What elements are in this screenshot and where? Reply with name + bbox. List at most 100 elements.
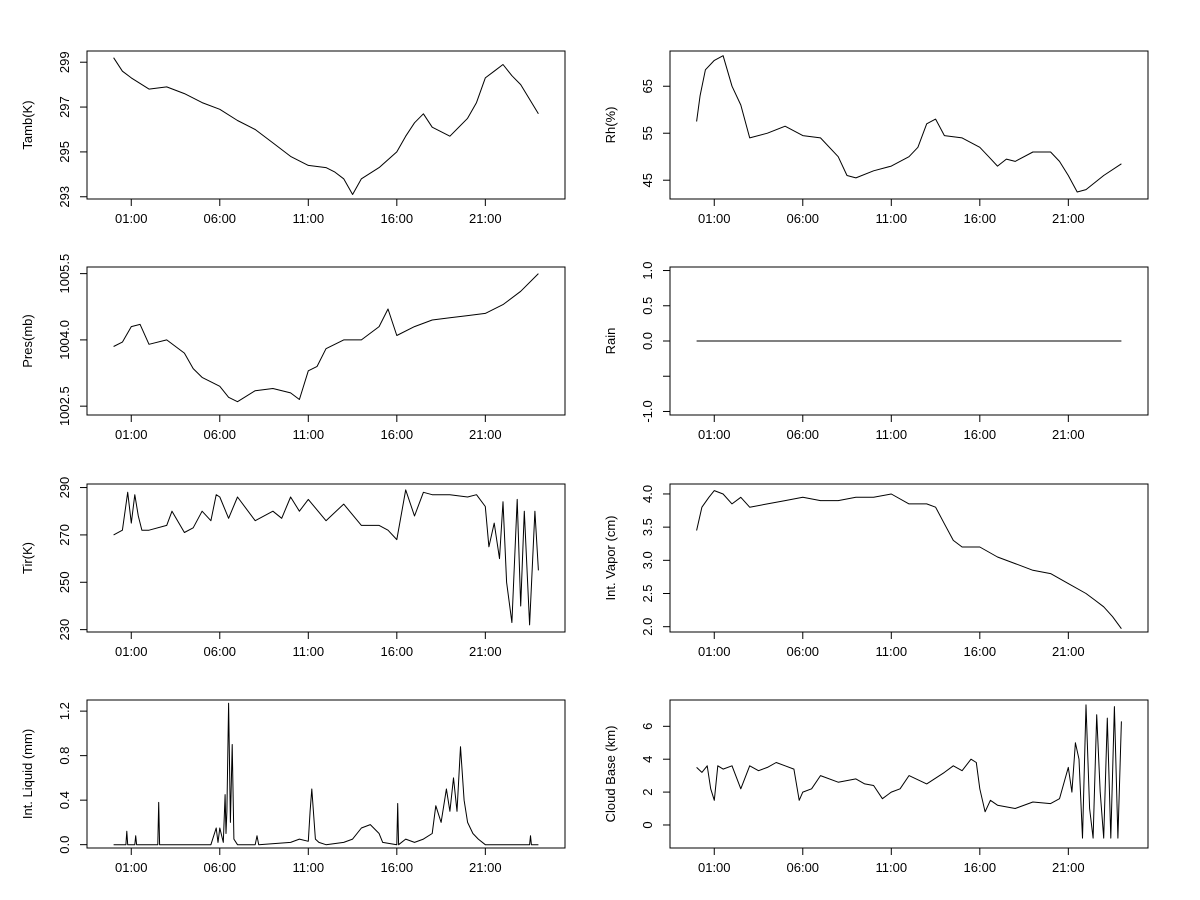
y-tick-label: 0.5 bbox=[640, 297, 655, 315]
plot-frame bbox=[86, 699, 566, 849]
x-tick-label: 16:00 bbox=[381, 427, 414, 442]
y-tick-label: 295 bbox=[57, 141, 72, 163]
plot-frame bbox=[86, 50, 566, 200]
x-tick-label: 01:00 bbox=[115, 860, 148, 875]
series-line bbox=[113, 702, 539, 846]
x-tick-label: 21:00 bbox=[469, 427, 502, 442]
series-line bbox=[113, 273, 539, 403]
y-tick-label: 0.0 bbox=[640, 332, 655, 350]
x-tick-label: 11:00 bbox=[293, 211, 325, 226]
x-tick-label: 11:00 bbox=[876, 427, 908, 442]
y-tick-label: 2.0 bbox=[640, 618, 655, 636]
x-tick-label: 16:00 bbox=[381, 860, 414, 875]
y-tick-label: 270 bbox=[57, 524, 72, 546]
x-tick-label: 21:00 bbox=[469, 860, 502, 875]
x-tick-label: 01:00 bbox=[698, 860, 731, 875]
y-tick-label: 1005.5 bbox=[57, 254, 72, 294]
x-tick-label: 06:00 bbox=[204, 644, 237, 659]
series-line bbox=[113, 57, 539, 195]
plot-frame bbox=[669, 483, 1149, 633]
y-tick-label: 230 bbox=[57, 619, 72, 641]
y-tick-label: 2.5 bbox=[640, 584, 655, 602]
x-tick-label: 16:00 bbox=[381, 211, 414, 226]
x-tick-label: 21:00 bbox=[1052, 644, 1085, 659]
y-axis-label: Int. Vapor (cm) bbox=[603, 515, 618, 600]
x-tick-label: 16:00 bbox=[964, 211, 997, 226]
x-tick-label: 06:00 bbox=[787, 427, 820, 442]
y-tick-label: 1002.5 bbox=[57, 386, 72, 426]
x-tick-label: 01:00 bbox=[115, 211, 148, 226]
y-tick-label: 4.0 bbox=[640, 485, 655, 503]
panel-8: 01:00 06:00 11:00 16:00 21:00 0 2 4 6 Cloud Base … bbox=[603, 699, 1149, 875]
x-tick-label: 06:00 bbox=[204, 211, 237, 226]
y-axis-label: Rh(%) bbox=[603, 107, 618, 144]
plot-frame bbox=[669, 699, 1149, 849]
y-tick-label: 3.5 bbox=[640, 518, 655, 536]
y-tick-label: 2 bbox=[640, 788, 655, 795]
series-line bbox=[696, 704, 1122, 839]
y-tick-label: 293 bbox=[57, 186, 72, 208]
x-tick-label: 06:00 bbox=[787, 211, 820, 226]
x-tick-label: 01:00 bbox=[115, 644, 148, 659]
y-tick-label: 6 bbox=[640, 723, 655, 730]
series-line bbox=[696, 55, 1122, 193]
y-tick-label: 3.0 bbox=[640, 551, 655, 569]
y-tick-label: 299 bbox=[57, 51, 72, 73]
y-axis-label: Cloud Base (km) bbox=[603, 726, 618, 823]
x-tick-label: 11:00 bbox=[876, 860, 908, 875]
x-tick-label: 01:00 bbox=[115, 427, 148, 442]
x-tick-label: 11:00 bbox=[876, 644, 908, 659]
y-tick-label: 65 bbox=[640, 79, 655, 93]
x-tick-label: 11:00 bbox=[293, 860, 325, 875]
panel-6: 01:00 06:00 11:00 16:00 21:00 2.0 2.5 3.0 3.5 4.0… bbox=[603, 483, 1149, 659]
panel-3: 01:00 06:00 11:00 16:00 21:00 1002.5 1004.0 100… bbox=[20, 254, 566, 442]
plot-frame bbox=[86, 266, 566, 416]
x-tick-label: 21:00 bbox=[1052, 427, 1085, 442]
y-axis-label: Tamb(K) bbox=[20, 100, 35, 149]
x-tick-label: 06:00 bbox=[787, 860, 820, 875]
y-tick-label: 1.2 bbox=[57, 702, 72, 720]
y-tick-label: 55 bbox=[640, 126, 655, 140]
y-tick-label: 1.0 bbox=[640, 261, 655, 279]
y-tick-label: 0.0 bbox=[57, 836, 72, 854]
series-line bbox=[113, 489, 539, 626]
y-axis-label: Int. Liquid (mm) bbox=[20, 729, 35, 819]
y-tick-label: 45 bbox=[640, 173, 655, 187]
series-line bbox=[696, 490, 1122, 629]
x-tick-label: 11:00 bbox=[293, 644, 325, 659]
x-tick-label: 06:00 bbox=[787, 644, 820, 659]
y-tick-label: 4 bbox=[640, 756, 655, 763]
plot-frame bbox=[669, 50, 1149, 200]
panel-2: 01:00 06:00 11:00 16:00 21:00 45 55 65 Rh(%) bbox=[603, 50, 1149, 226]
x-tick-label: 06:00 bbox=[204, 860, 237, 875]
panel-1: 01:00 06:00 11:00 16:00 21:00 293 295 297 299 Tam… bbox=[20, 50, 566, 226]
x-tick-label: 06:00 bbox=[204, 427, 237, 442]
y-tick-label: 297 bbox=[57, 96, 72, 118]
panel-5: 01:00 06:00 11:00 16:00 21:00 230 250 270 290 Tir… bbox=[20, 477, 566, 659]
x-tick-label: 01:00 bbox=[698, 211, 731, 226]
x-tick-label: 16:00 bbox=[381, 644, 414, 659]
x-tick-label: 21:00 bbox=[1052, 211, 1085, 226]
x-tick-label: 21:00 bbox=[469, 644, 502, 659]
y-tick-label: 0.4 bbox=[57, 791, 72, 809]
y-tick-label: 250 bbox=[57, 571, 72, 593]
panel-4: 01:00 06:00 11:00 16:00 21:00 -1.0 0.0 0.5 1.0 Ra… bbox=[603, 261, 1149, 442]
x-tick-label: 16:00 bbox=[964, 644, 997, 659]
y-axis-label: Tir(K) bbox=[20, 542, 35, 574]
x-tick-label: 16:00 bbox=[964, 427, 997, 442]
x-tick-label: 11:00 bbox=[293, 427, 325, 442]
y-tick-label: 0.8 bbox=[57, 747, 72, 765]
plot-frame bbox=[86, 483, 566, 633]
y-tick-label: 1004.0 bbox=[57, 320, 72, 360]
x-tick-label: 16:00 bbox=[964, 860, 997, 875]
y-tick-label: 290 bbox=[57, 477, 72, 499]
x-tick-label: 11:00 bbox=[876, 211, 908, 226]
y-axis-label: Rain bbox=[603, 328, 618, 355]
panel-7: 01:00 06:00 11:00 16:00 21:00 0.0 0.4 0.8 1.2 Int… bbox=[20, 699, 566, 875]
x-tick-label: 21:00 bbox=[1052, 860, 1085, 875]
x-tick-label: 01:00 bbox=[698, 644, 731, 659]
x-tick-label: 21:00 bbox=[469, 211, 502, 226]
y-tick-label: -1.0 bbox=[640, 400, 655, 422]
x-tick-label: 01:00 bbox=[698, 427, 731, 442]
